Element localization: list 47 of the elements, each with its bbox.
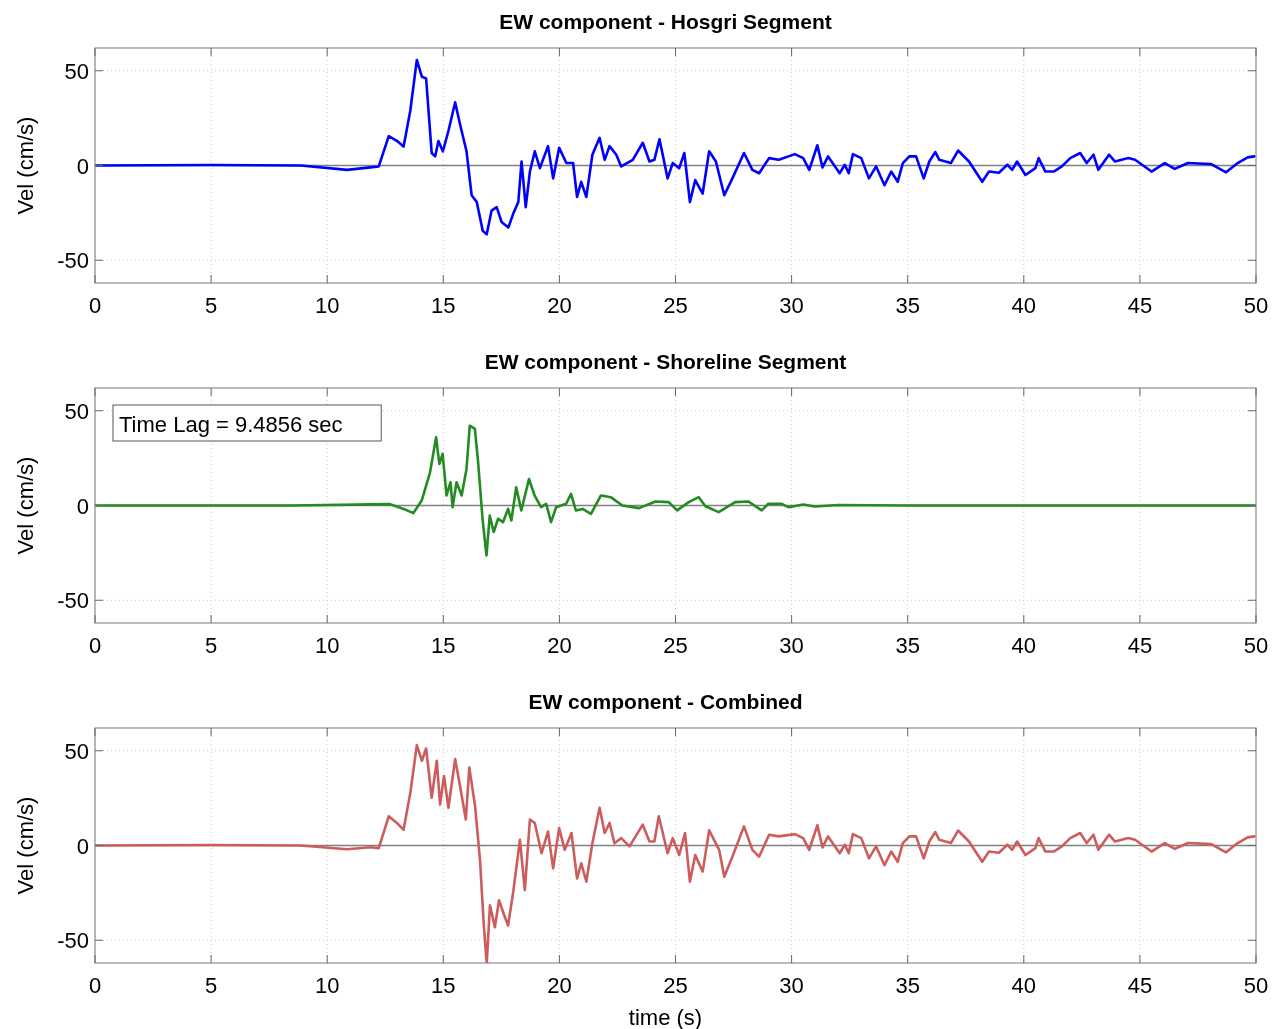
y-axis-title: Vel (cm/s) [13,796,38,895]
y-tick-label: -50 [57,248,89,274]
x-tick-label: 50 [1243,633,1269,658]
y-tick-label: 50 [64,738,89,764]
x-tick-label: 5 [204,973,218,998]
x-tick-label: 20 [547,633,572,658]
x-tick-label: 40 [1011,633,1037,658]
x-tick-label: 35 [895,633,920,658]
x-tick-label: 15 [431,973,456,998]
x-tick-label: 25 [663,293,688,318]
x-tick-label: 45 [1127,293,1153,318]
x-tick-label: 40 [1011,293,1037,318]
x-tick-label: 20 [547,293,572,318]
x-tick-label: 15 [431,633,456,658]
y-tick-label: 0 [76,833,89,859]
x-tick-label: 25 [663,633,688,658]
x-tick-label: 10 [314,973,340,998]
x-tick-label: 5 [204,293,218,318]
x-tick-label: 35 [895,973,920,998]
y-tick-label: 0 [76,493,89,519]
x-tick-label: 30 [779,973,804,998]
x-tick-label: 50 [1243,293,1269,318]
chart-title: EW component - Combined [528,690,803,713]
x-tick-label: 10 [314,633,340,658]
x-tick-label: 35 [895,293,920,318]
x-tick-label: 5 [204,633,218,658]
x-tick-label: 45 [1127,973,1153,998]
y-tick-label: 50 [64,398,89,424]
x-tick-label: 30 [779,633,804,658]
x-tick-label: 25 [663,973,688,998]
y-axis-title: Vel (cm/s) [13,116,38,215]
y-tick-label: -50 [57,928,89,954]
x-axis-title: time (s) [628,1005,703,1029]
y-axis-title: Vel (cm/s) [13,456,38,555]
x-tick-label: 20 [547,973,572,998]
chart-title: EW component - Shoreline Segment [484,350,847,373]
x-tick-label: 45 [1127,633,1153,658]
annotation: Time Lag = 9.4856 sec [119,412,343,437]
x-tick-label: 15 [431,293,456,318]
y-tick-label: 0 [76,153,89,179]
x-tick-label: 40 [1011,973,1037,998]
x-tick-label: 30 [779,293,804,318]
y-tick-label: -50 [57,588,89,614]
chart-title: EW component - Hosgri Segment [499,10,832,33]
y-tick-label: 50 [64,58,89,84]
x-tick-label: 10 [314,293,340,318]
x-tick-label: 50 [1243,973,1269,998]
